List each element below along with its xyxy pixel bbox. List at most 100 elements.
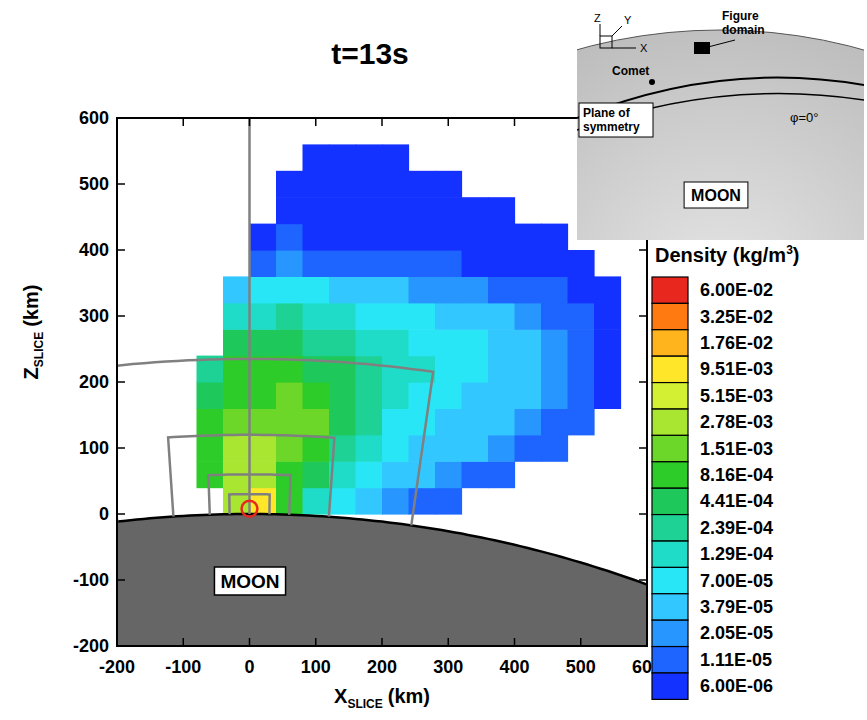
x-tick bbox=[249, 638, 251, 646]
colorbar-swatch bbox=[652, 356, 688, 382]
colorbar-tick-label: 9.51E-03 bbox=[700, 359, 773, 379]
y-tick-label: 600 bbox=[79, 108, 109, 128]
density-cell bbox=[250, 224, 277, 251]
density-cell bbox=[276, 303, 303, 330]
density-cell bbox=[356, 303, 383, 330]
density-cell bbox=[568, 382, 595, 409]
density-cell bbox=[594, 303, 621, 330]
density-cell bbox=[462, 303, 489, 330]
density-cell bbox=[435, 250, 462, 277]
density-cell bbox=[223, 303, 250, 330]
density-cell bbox=[303, 435, 330, 462]
density-cell bbox=[329, 144, 356, 171]
colorbar-swatch bbox=[652, 620, 688, 646]
density-cell bbox=[488, 382, 515, 409]
density-cell bbox=[409, 250, 436, 277]
density-cell bbox=[409, 171, 436, 198]
density-cell bbox=[329, 171, 356, 198]
y-tick-label: 400 bbox=[79, 240, 109, 260]
density-cell bbox=[382, 382, 409, 409]
density-cell bbox=[356, 382, 383, 409]
density-cell bbox=[515, 435, 542, 462]
density-cell bbox=[462, 276, 489, 303]
inset-plane-label: Plane of bbox=[583, 106, 631, 120]
density-cell bbox=[435, 303, 462, 330]
x-tick-label: 0 bbox=[244, 657, 254, 677]
plot-frame bbox=[117, 118, 647, 646]
density-cell bbox=[409, 197, 436, 224]
density-cell bbox=[568, 276, 595, 303]
density-cell bbox=[382, 224, 409, 251]
density-cell bbox=[541, 408, 568, 435]
density-cell bbox=[303, 224, 330, 251]
y-tick-label: 300 bbox=[79, 306, 109, 326]
density-cell bbox=[356, 488, 383, 515]
density-cell bbox=[356, 276, 383, 303]
axis-title-unit: (km) bbox=[388, 685, 430, 707]
y-tick-label: -200 bbox=[73, 636, 109, 656]
grid-block bbox=[117, 359, 433, 526]
colorbar-swatch bbox=[652, 594, 688, 620]
density-cell bbox=[250, 250, 277, 277]
density-cell bbox=[223, 435, 250, 462]
x-tick bbox=[448, 638, 450, 646]
density-cell bbox=[541, 356, 568, 383]
colorbar-tick-label: 1.51E-03 bbox=[700, 439, 773, 459]
figure: t=13sMOON-200-1000100200300400500600-200… bbox=[0, 0, 867, 720]
x-tick bbox=[183, 118, 185, 126]
density-cell bbox=[594, 356, 621, 383]
density-cell bbox=[356, 224, 383, 251]
colorbar-swatch bbox=[652, 303, 688, 329]
density-cell bbox=[435, 356, 462, 383]
density-cell bbox=[409, 303, 436, 330]
density-cell bbox=[356, 171, 383, 198]
density-cell bbox=[409, 329, 436, 356]
colorbar-tick-label: 5.15E-03 bbox=[700, 386, 773, 406]
y-tick bbox=[639, 447, 647, 449]
density-cell bbox=[541, 250, 568, 277]
density-cell bbox=[435, 408, 462, 435]
x-tick bbox=[249, 118, 251, 126]
inset-domain-label: Figure bbox=[722, 9, 759, 23]
density-cell bbox=[382, 303, 409, 330]
colorbar-swatch bbox=[652, 488, 688, 514]
y-tick bbox=[639, 513, 647, 515]
colorbar-tick-label: 1.11E-05 bbox=[700, 650, 772, 670]
density-cell bbox=[356, 197, 383, 224]
density-cell bbox=[515, 276, 542, 303]
x-tick bbox=[646, 638, 648, 646]
x-tick bbox=[116, 118, 118, 126]
density-cell bbox=[541, 224, 568, 251]
moon-surface bbox=[117, 514, 647, 585]
x-tick bbox=[514, 638, 516, 646]
density-cell bbox=[197, 435, 224, 462]
density-cell bbox=[356, 356, 383, 383]
density-cell bbox=[303, 488, 330, 515]
x-tick-label: 400 bbox=[499, 657, 529, 677]
y-tick bbox=[639, 315, 647, 317]
colorbar-swatch bbox=[652, 383, 688, 409]
inset-domain bbox=[694, 42, 710, 54]
moon-label-box bbox=[214, 567, 285, 595]
density-cell bbox=[568, 408, 595, 435]
density-cell bbox=[488, 197, 515, 224]
density-cell bbox=[541, 435, 568, 462]
inset-comet bbox=[649, 79, 655, 85]
density-cell bbox=[515, 356, 542, 383]
density-cell bbox=[303, 276, 330, 303]
density-cell bbox=[488, 250, 515, 277]
density-cell bbox=[515, 382, 542, 409]
colorbar-title-end: ) bbox=[793, 244, 800, 266]
density-cell bbox=[488, 408, 515, 435]
colorbar-tick-label: 3.79E-05 bbox=[700, 597, 773, 617]
y-tick bbox=[117, 315, 125, 317]
y-tick-label: -100 bbox=[73, 570, 109, 590]
y-tick-label: 100 bbox=[79, 438, 109, 458]
moon-label-text: MOON bbox=[220, 571, 279, 592]
colorbar-swatch bbox=[652, 673, 688, 699]
density-cell bbox=[541, 276, 568, 303]
density-cell bbox=[303, 144, 330, 171]
density-cell bbox=[382, 144, 409, 171]
density-cell bbox=[329, 488, 356, 515]
density-cell bbox=[356, 461, 383, 488]
